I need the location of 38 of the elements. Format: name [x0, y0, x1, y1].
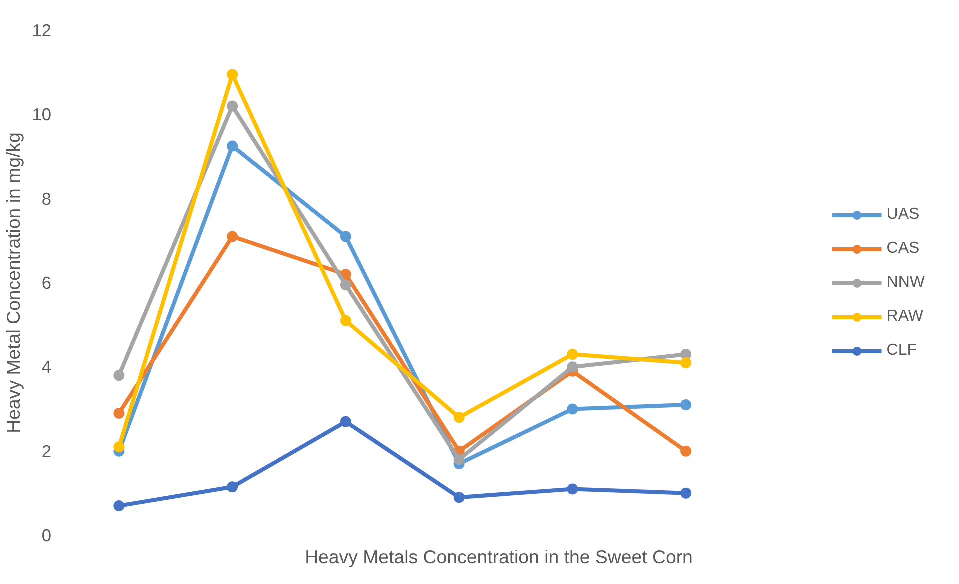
- y-tick-label: 8: [42, 188, 52, 209]
- point: [567, 484, 578, 495]
- y-axis-title: Heavy Metal Concentration in mg/kg: [3, 132, 24, 434]
- point: [114, 370, 125, 382]
- legend-label: CLF: [886, 342, 918, 360]
- point: [114, 442, 125, 453]
- point: [680, 488, 692, 499]
- point: [567, 362, 578, 373]
- point: [227, 100, 238, 112]
- point: [680, 446, 692, 457]
- y-tick-label: 4: [42, 357, 52, 378]
- y-tick-label: 12: [32, 20, 52, 40]
- point: [680, 400, 692, 411]
- point: [454, 412, 465, 424]
- y-tick-label: 2: [42, 441, 52, 462]
- legend-label: CAS: [886, 240, 920, 258]
- legend-label: RAW: [886, 308, 924, 326]
- point: [340, 231, 352, 242]
- legend-label: NNW: [886, 274, 925, 292]
- point: [680, 357, 692, 368]
- point: [454, 454, 465, 466]
- point: [114, 500, 125, 512]
- y-tick-label: 10: [32, 104, 52, 125]
- point: [227, 69, 238, 80]
- point: [454, 492, 465, 504]
- legend-label: UAS: [886, 206, 920, 224]
- point: [227, 231, 238, 242]
- point: [340, 416, 352, 428]
- point: [114, 408, 125, 419]
- x-axis-title: Heavy Metals Concentration in the Sweet Corn: [305, 546, 693, 568]
- y-tick-label: 0: [42, 526, 52, 546]
- point: [567, 349, 578, 360]
- point: [340, 280, 352, 291]
- point: [340, 315, 352, 326]
- point: [227, 140, 238, 152]
- y-tick-label: 6: [42, 273, 52, 293]
- point: [227, 482, 238, 493]
- point: [567, 404, 578, 415]
